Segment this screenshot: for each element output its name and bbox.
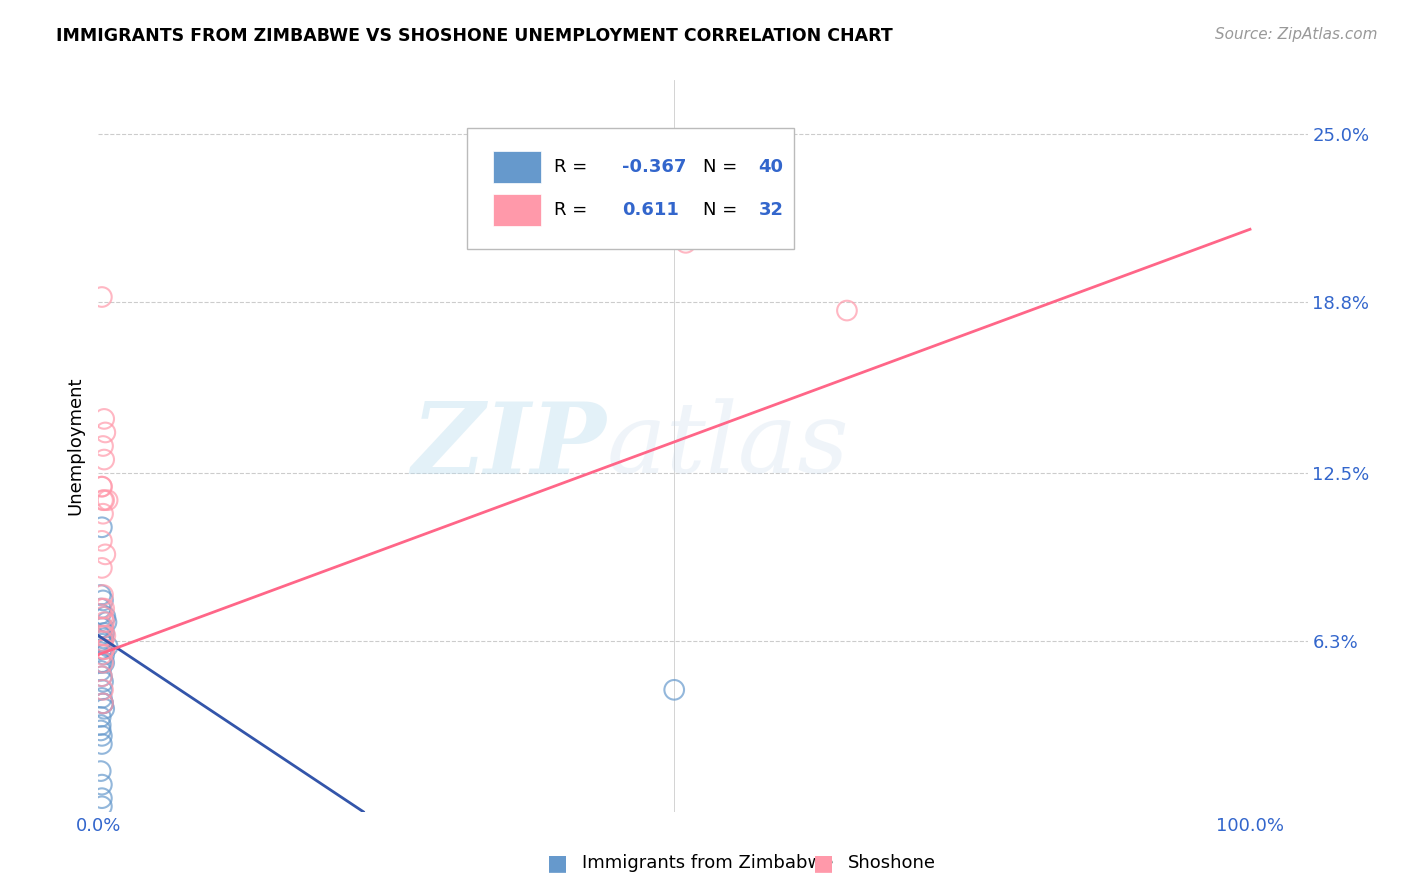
Point: [91, 674, 114, 689]
Point: [93, 452, 115, 467]
Point: [90, 778, 112, 792]
Text: 40: 40: [759, 158, 783, 177]
Text: R =: R =: [554, 158, 593, 177]
Point: [91, 697, 114, 711]
Point: [90, 480, 112, 494]
Point: [91, 609, 114, 624]
Point: [90, 520, 112, 534]
Point: [90, 642, 112, 657]
Text: 32: 32: [759, 201, 783, 219]
Point: [90, 718, 112, 732]
Point: [90, 634, 112, 648]
Text: -0.367: -0.367: [621, 158, 686, 177]
Point: [90, 723, 112, 738]
Point: [93, 642, 115, 657]
Text: N =: N =: [703, 201, 742, 219]
Point: [93, 615, 115, 629]
FancyBboxPatch shape: [467, 128, 793, 249]
Point: [90, 710, 112, 724]
Text: N =: N =: [703, 158, 742, 177]
Point: [90, 290, 112, 304]
Point: [91, 629, 114, 643]
Point: [90, 607, 112, 621]
Text: ZIP: ZIP: [412, 398, 606, 494]
Point: [90, 533, 112, 548]
Point: [93, 656, 115, 670]
Point: [91, 632, 114, 646]
Point: [94, 609, 117, 624]
Point: [835, 303, 858, 318]
Point: [90, 737, 112, 751]
Text: Immigrants from Zimbabwe: Immigrants from Zimbabwe: [582, 854, 834, 871]
Point: [91, 634, 114, 648]
Point: [91, 682, 114, 697]
Point: [94, 425, 117, 440]
Point: [90, 561, 112, 575]
Point: [93, 642, 115, 657]
Point: [90, 669, 112, 683]
Point: [90, 682, 112, 697]
FancyBboxPatch shape: [492, 194, 541, 226]
Point: [93, 626, 115, 640]
Point: [91, 656, 114, 670]
Point: [90, 629, 112, 643]
Point: [96, 615, 118, 629]
Point: [90, 480, 112, 494]
Text: 0.611: 0.611: [621, 201, 679, 219]
Point: [93, 412, 115, 426]
Point: [91, 507, 114, 521]
Text: ■: ■: [814, 853, 834, 873]
Point: [97, 640, 120, 654]
Point: [90, 588, 112, 602]
Point: [94, 629, 117, 643]
FancyBboxPatch shape: [492, 152, 541, 184]
Text: ■: ■: [547, 853, 568, 873]
Point: [90, 642, 112, 657]
Point: [90, 656, 112, 670]
Point: [94, 547, 117, 561]
Point: [93, 601, 115, 615]
Point: [90, 669, 112, 683]
Text: IMMIGRANTS FROM ZIMBABWE VS SHOSHONE UNEMPLOYMENT CORRELATION CHART: IMMIGRANTS FROM ZIMBABWE VS SHOSHONE UNE…: [56, 27, 893, 45]
Point: [91, 593, 114, 607]
Point: [90, 690, 112, 705]
Point: [91, 588, 114, 602]
Text: Source: ZipAtlas.com: Source: ZipAtlas.com: [1215, 27, 1378, 42]
Text: Shoshone: Shoshone: [848, 854, 936, 871]
Point: [93, 493, 115, 508]
Point: [90, 729, 112, 743]
Point: [90, 799, 112, 814]
Point: [90, 620, 112, 634]
Point: [90, 601, 112, 615]
Point: [91, 620, 114, 634]
Point: [664, 682, 686, 697]
Point: [90, 664, 112, 678]
Text: R =: R =: [554, 201, 593, 219]
Point: [90, 648, 112, 662]
Point: [91, 493, 114, 508]
Point: [91, 697, 114, 711]
Point: [675, 235, 697, 250]
Point: [93, 702, 115, 716]
Point: [97, 493, 120, 508]
Point: [90, 637, 112, 651]
Point: [90, 601, 112, 615]
Point: [90, 634, 112, 648]
Point: [91, 697, 114, 711]
Point: [93, 648, 115, 662]
Point: [90, 656, 112, 670]
Point: [90, 791, 112, 805]
Y-axis label: Unemployment: Unemployment: [66, 376, 84, 516]
Point: [91, 620, 114, 634]
Text: atlas: atlas: [606, 399, 849, 493]
Point: [91, 439, 114, 453]
Point: [90, 764, 112, 778]
